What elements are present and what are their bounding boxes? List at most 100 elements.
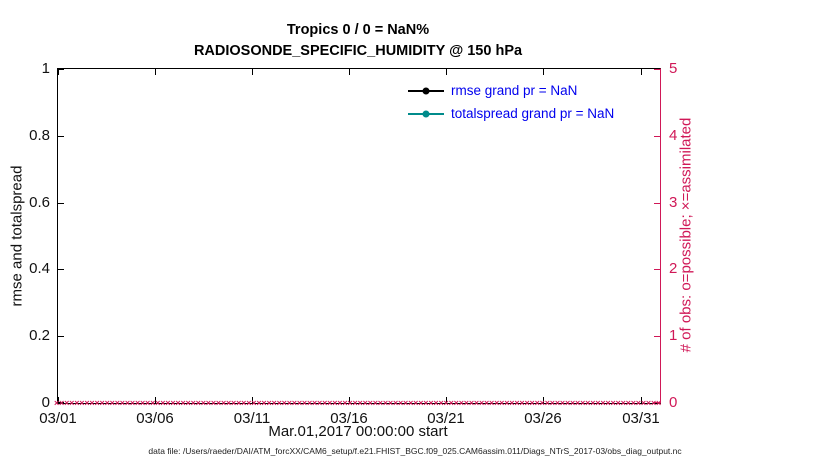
assimilated-obs-marker: × bbox=[220, 398, 227, 408]
assimilated-obs-marker: × bbox=[281, 398, 287, 408]
y-left-tick-label: 1 bbox=[41, 60, 50, 77]
assimilated-obs-marker: × bbox=[448, 398, 454, 408]
assimilated-obs-marker: × bbox=[650, 398, 657, 408]
assimilated-obs-marker: × bbox=[140, 398, 146, 408]
assimilated-obs-marker: × bbox=[170, 398, 176, 408]
assimilated-obs-marker: × bbox=[312, 398, 318, 408]
assimilated-obs-marker: × bbox=[403, 398, 409, 408]
assimilated-obs-marker: × bbox=[347, 398, 353, 408]
assimilated-obs-marker: × bbox=[580, 398, 586, 408]
y-right-tick-label: 5 bbox=[669, 60, 678, 77]
assimilated-obs-marker: × bbox=[519, 398, 525, 408]
assimilated-obs-marker: × bbox=[337, 398, 343, 408]
assimilated-obs-marker: × bbox=[554, 398, 561, 408]
assimilated-obs-marker: × bbox=[155, 398, 161, 408]
legend: rmse grand pr = NaN totalspread grand pr … bbox=[408, 79, 614, 125]
assimilated-obs-marker: × bbox=[150, 398, 156, 408]
legend-label: totalspread grand pr = NaN bbox=[451, 106, 615, 121]
assimilated-obs-marker: × bbox=[463, 398, 470, 408]
y-left-tick-mark bbox=[58, 402, 64, 403]
y-right-tick-mark bbox=[654, 203, 660, 204]
chart-title-line2: RADIOSONDE_SPECIFIC_HUMIDITY @ 150 hPa bbox=[193, 43, 523, 59]
assimilated-obs-marker: × bbox=[478, 398, 485, 408]
assimilated-obs-marker: × bbox=[74, 398, 80, 408]
assimilated-obs-marker: × bbox=[534, 398, 540, 408]
x-tick-label: 03/21 bbox=[427, 410, 465, 427]
assimilated-obs-marker: × bbox=[367, 398, 373, 408]
x-tick-mark-top bbox=[252, 69, 253, 75]
legend-entry: totalspread grand pr = NaN bbox=[408, 102, 614, 125]
assimilated-obs-marker: × bbox=[453, 398, 459, 408]
assimilated-obs-marker: × bbox=[200, 398, 206, 408]
x-tick-label: 03/26 bbox=[524, 410, 562, 427]
y-left-tick-mark bbox=[58, 336, 64, 337]
assimilated-obs-marker: × bbox=[585, 398, 591, 408]
assimilated-obs-marker: × bbox=[246, 398, 252, 408]
assimilated-obs-marker: × bbox=[59, 398, 65, 408]
assimilated-obs-marker: × bbox=[64, 398, 70, 408]
assimilated-obs-marker: × bbox=[570, 398, 576, 408]
y-right-tick-label: 2 bbox=[669, 260, 678, 277]
assimilated-obs-marker: × bbox=[210, 398, 217, 408]
assimilated-obs-marker: × bbox=[185, 398, 191, 408]
x-tick-mark bbox=[543, 397, 544, 403]
assimilated-obs-marker: × bbox=[539, 398, 545, 408]
y-left-tick-mark bbox=[58, 136, 64, 137]
assimilated-obs-marker: × bbox=[306, 398, 313, 408]
x-tick-label: 03/16 bbox=[330, 410, 368, 427]
assimilated-obs-marker: × bbox=[656, 398, 662, 408]
x-tick-mark bbox=[641, 397, 642, 403]
y-left-tick-label: 0.2 bbox=[29, 327, 50, 344]
assimilated-obs-marker: × bbox=[99, 398, 105, 408]
plot-area: 03/01 03/06 03/11 03/16 03/21 03/26 03/31 0 0.2 0… bbox=[29, 60, 677, 427]
assimilated-obs-marker: × bbox=[276, 398, 282, 408]
assimilated-obs-marker: × bbox=[165, 398, 171, 408]
assimilated-obs-marker: × bbox=[600, 398, 606, 408]
assimilated-obs-marker: × bbox=[175, 398, 181, 408]
assimilated-obs-marker: × bbox=[605, 398, 611, 408]
assimilated-obs-marker: × bbox=[564, 398, 571, 408]
assimilated-obs-marker: × bbox=[544, 398, 550, 408]
x-tick-mark-top bbox=[446, 69, 447, 75]
assimilated-obs-marker: × bbox=[261, 398, 267, 408]
assimilated-obs-marker: × bbox=[226, 398, 232, 408]
assimilated-obs-marker: × bbox=[291, 398, 298, 408]
assimilated-obs-marker: × bbox=[468, 398, 475, 408]
assimilated-obs-marker: × bbox=[271, 398, 277, 408]
assimilated-obs-marker: × bbox=[241, 398, 247, 408]
assimilated-obs-marker: × bbox=[317, 398, 323, 408]
x-tick-label: 03/06 bbox=[136, 410, 174, 427]
assimilated-obs-marker: × bbox=[54, 398, 60, 408]
assimilated-obs-marker: × bbox=[504, 398, 510, 408]
assimilated-obs-marker: × bbox=[382, 398, 389, 408]
assimilated-obs-marker: × bbox=[418, 398, 424, 408]
legend-entry: rmse grand pr = NaN bbox=[408, 79, 614, 102]
assimilated-obs-marker: × bbox=[443, 398, 449, 408]
assimilated-obs-marker: × bbox=[180, 398, 186, 408]
y-right-tick-mark bbox=[654, 336, 660, 337]
assimilated-obs-marker: × bbox=[635, 398, 642, 408]
x-tick-mark-top bbox=[58, 69, 59, 75]
assimilated-obs-marker: × bbox=[362, 398, 368, 408]
x-tick-mark bbox=[252, 397, 253, 403]
assimilated-obs-marker: × bbox=[372, 398, 378, 408]
assimilated-obs-marker: × bbox=[610, 398, 616, 408]
assimilated-obs-marker: × bbox=[630, 398, 636, 408]
left-axis-label: rmse and totalspread bbox=[8, 165, 26, 307]
y-right-tick-mark bbox=[654, 136, 660, 137]
assimilated-obs-marker: × bbox=[327, 398, 333, 408]
assimilated-obs-marker: × bbox=[625, 398, 631, 408]
assimilated-obs-marker: × bbox=[620, 398, 626, 408]
assimilated-obs-marker: × bbox=[514, 398, 520, 408]
y-right-tick-label: 3 bbox=[669, 194, 678, 211]
assimilated-obs-marker: × bbox=[301, 398, 308, 408]
assimilated-obs-marker: × bbox=[266, 398, 272, 408]
assimilated-obs-marker: × bbox=[205, 398, 212, 408]
assimilated-obs-marker: × bbox=[231, 398, 237, 408]
assimilated-obs-marker: × bbox=[94, 398, 100, 408]
assimilated-obs-marker: × bbox=[129, 398, 136, 408]
assimilated-obs-marker: × bbox=[595, 398, 601, 408]
assimilated-obs-marker: × bbox=[215, 398, 222, 408]
x-tick-mark bbox=[446, 397, 447, 403]
x-tick-mark bbox=[349, 397, 350, 403]
